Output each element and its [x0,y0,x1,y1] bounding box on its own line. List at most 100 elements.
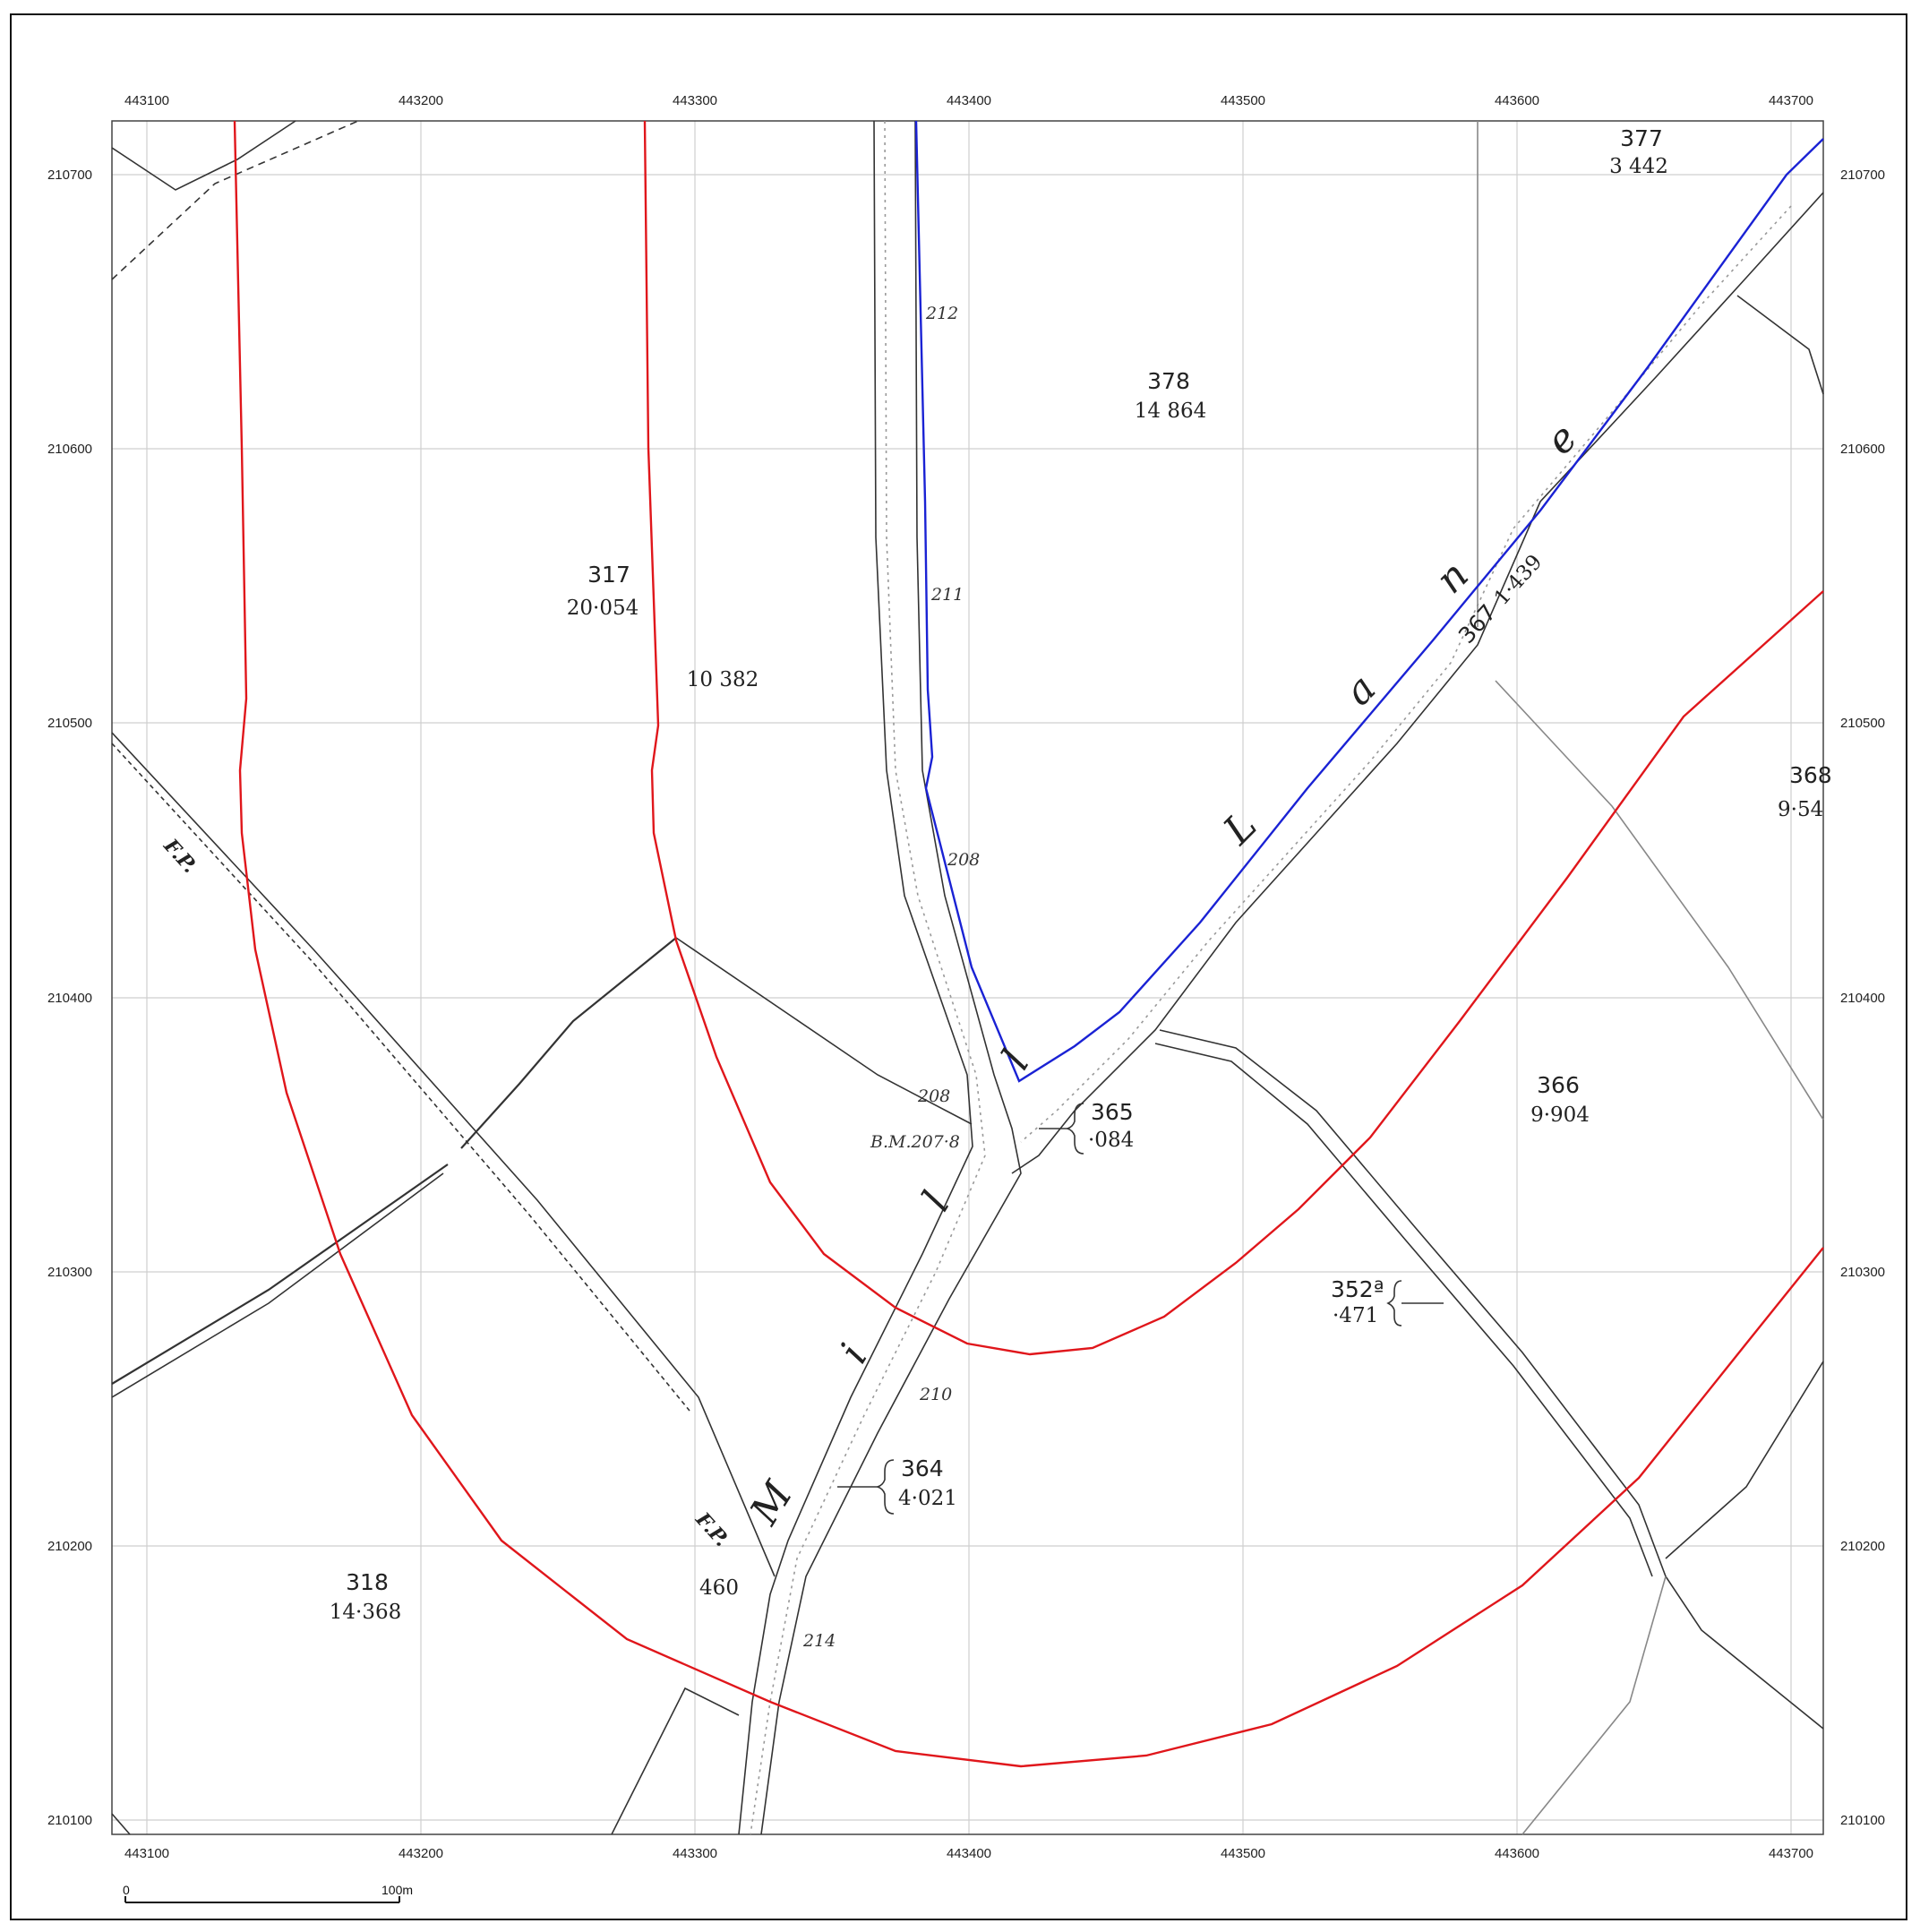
field-boundary [460,937,677,1149]
northing-tick: 210700 [1840,167,1885,183]
map-linework [111,120,1824,1835]
northing-tick: 210500 [1840,716,1885,731]
northing-tick: 210100 [1840,1813,1885,1828]
field-boundary [111,120,296,191]
site-boundary [914,120,1824,1083]
parcel-number: 318 [346,1569,389,1595]
footpath-labels: F.P. F.P. [159,834,733,1551]
road-lettering: L a n e M i l l [741,415,1587,1533]
easting-tick: 443200 [399,1846,443,1861]
parcel-area: 14·368 [330,1601,401,1624]
easting-tick: 443100 [124,93,169,108]
parcel-area: 14 864 [1135,399,1206,423]
field-boundary [111,743,690,1412]
spot-height: 208 [917,1086,950,1106]
lane-edge [1020,205,1792,1143]
lane-letter: L [1214,803,1265,854]
field-boundary [1736,295,1824,395]
parcel-area: 3 442 [1609,155,1668,178]
map-neatline [111,120,1824,1835]
parcel-number: 364 [901,1455,944,1481]
parcel-number: 377 [1620,125,1663,151]
field-boundary [611,1687,740,1835]
spot-height: 214 [802,1631,836,1651]
parcel-area: ·084 [1088,1129,1134,1152]
easting-tick: 443400 [947,1846,991,1861]
spot-height: 210 [919,1385,952,1404]
field-boundary [1521,1576,1667,1835]
parcel-number: 365 [1091,1099,1134,1125]
northing-tick: 210500 [47,716,92,731]
field-boundary [1665,1361,1824,1559]
easting-tick: 443100 [124,1846,169,1861]
northing-ticks-left: 210700 210600 210500 210400 210300 21020… [47,167,92,1828]
field-boundary [1495,680,1824,1121]
parcel-number: 378 [1147,368,1190,394]
parcel-braces [837,1103,1444,1515]
road-letter: M [741,1473,802,1533]
easting-tick: 443500 [1221,93,1265,108]
grid [112,121,1823,1834]
northing-tick: 210700 [47,167,92,183]
footpath-label: F.P. [159,834,201,878]
northing-tick: 210200 [47,1539,92,1554]
northing-tick: 210300 [47,1265,92,1280]
scale-bar: 0 100m [123,1883,413,1903]
northing-tick: 210400 [1840,991,1885,1006]
northing-ticks-right: 210700 210600 210500 210400 210300 21020… [1840,167,1885,1828]
benchmark-label: B.M.207·8 [870,1132,960,1152]
proposal-boundaries [233,120,1824,1768]
parcel-area: 10 382 [687,668,759,691]
easting-ticks-bottom: 443100 443200 443300 443400 443500 44360… [124,1846,1813,1861]
field-boundary [1159,1029,1824,1730]
easting-tick: 443600 [1495,1846,1539,1861]
footpath-label: F.P. [690,1507,733,1551]
red-boundary [643,120,1824,1356]
parcel-number: 352ª [1331,1276,1384,1302]
northing-tick: 210200 [1840,1539,1885,1554]
easting-tick: 443300 [673,1846,717,1861]
parcel-number: 366 [1537,1072,1580,1098]
field-boundary [111,732,776,1577]
lane-letter: e [1538,415,1586,463]
lane-edge [1011,192,1824,1174]
easting-tick: 443300 [673,93,717,108]
field-boundary [111,1163,449,1385]
field-boundary [111,1813,131,1835]
parcel-area: ·471 [1333,1304,1378,1327]
scale-start-label: 0 [123,1883,130,1897]
red-boundary [233,120,1824,1768]
easting-ticks-top: 443100 443200 443300 443400 443500 44360… [124,93,1813,108]
road-letter: i [831,1336,877,1371]
easting-tick: 443200 [399,93,443,108]
field-boundary [111,1172,444,1398]
field-boundary [1154,1043,1653,1577]
road-edge [750,120,986,1835]
parcel-area: 9·904 [1530,1103,1590,1127]
scale-end-label: 100m [381,1883,413,1897]
parcel-area: 460 [699,1576,739,1600]
spot-height: 212 [925,304,958,323]
easting-tick: 443600 [1495,93,1539,108]
parcel-number: 317 [587,562,630,588]
northing-tick: 210100 [47,1813,92,1828]
easting-tick: 443700 [1769,93,1813,108]
easting-tick: 443400 [947,93,991,108]
northing-tick: 210300 [1840,1265,1885,1280]
road-edge [738,120,973,1835]
spot-height: 211 [930,585,964,605]
northing-tick: 210600 [47,442,92,457]
road-edge [760,120,1022,1835]
northing-tick: 210600 [1840,442,1885,457]
parcel-number: 368 [1789,762,1832,788]
parcel-area: 20·054 [567,597,639,620]
parcel-area: 4·021 [898,1487,957,1510]
easting-tick: 443500 [1221,1846,1265,1861]
field-boundary [675,937,973,1125]
spot-height: 208 [947,850,980,870]
spot-heights: 212 211 208 208 210 214 B.M.207·8 [802,304,980,1651]
parcel-labels: 377 3 442 378 14 864 317 20·054 10 382 3… [330,125,1832,1624]
map-frame [10,13,1907,1920]
parcel-area: 9·54 [1778,798,1823,821]
